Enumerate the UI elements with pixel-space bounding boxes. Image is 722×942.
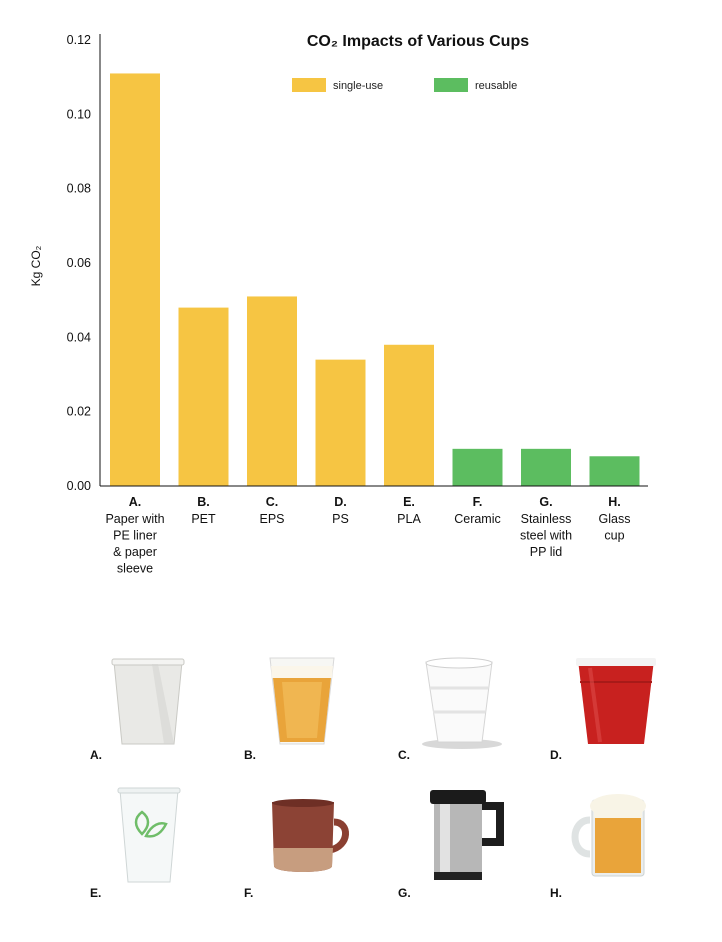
x-category-letter: C.	[266, 495, 279, 509]
legend-swatch	[292, 78, 326, 92]
y-tick-label: 0.08	[67, 182, 91, 196]
red-plastic-cup-icon	[566, 652, 666, 752]
x-category-label: sleeve	[117, 562, 153, 576]
x-category-label: EPS	[259, 512, 284, 526]
bar	[178, 307, 229, 486]
photo-label-g: G.	[398, 886, 411, 900]
x-category-letter: A.	[129, 495, 142, 509]
photo-label-f: F.	[244, 886, 254, 900]
bar	[110, 73, 160, 486]
photo-label-b: B.	[244, 748, 256, 762]
y-tick-label: 0.06	[67, 256, 91, 270]
x-axis-labels: A. Paper with PE liner & paper sleeve B. PET C.…	[105, 495, 630, 576]
photo-label-c: C.	[398, 748, 410, 762]
x-category-label: PE liner	[113, 529, 157, 543]
x-category-label: Stainless	[521, 512, 572, 526]
bar	[315, 359, 366, 486]
steel-travel-mug-icon	[408, 786, 508, 886]
bar	[247, 296, 297, 486]
x-category-letter: H.	[608, 495, 621, 509]
glass-beer-mug-icon	[566, 786, 666, 886]
x-category-letter: E.	[403, 495, 415, 509]
chart-legend: single-use reusable	[292, 78, 517, 92]
y-axis-label: Kg CO₂	[29, 245, 43, 286]
x-category-label: steel with	[520, 529, 572, 543]
x-category-letter: B.	[197, 495, 210, 509]
foam-cup-icon	[408, 652, 508, 752]
x-category-label: PP lid	[530, 545, 562, 559]
x-category-label: Paper with	[105, 512, 164, 526]
bar	[384, 344, 434, 486]
bar	[589, 456, 640, 486]
bars	[110, 73, 640, 486]
photo-label-a: A.	[90, 748, 102, 762]
bar	[521, 448, 571, 486]
legend-label: reusable	[475, 80, 517, 92]
x-category-label: PET	[191, 512, 216, 526]
x-category-letter: F.	[473, 495, 483, 509]
ceramic-mug-icon	[252, 786, 352, 886]
y-tick-label: 0.00	[67, 479, 91, 493]
bar	[452, 448, 503, 486]
y-tick-label: 0.12	[67, 33, 91, 47]
x-category-label: PS	[332, 512, 349, 526]
x-category-label: PLA	[397, 512, 421, 526]
pla-clear-cup-icon	[98, 786, 198, 886]
photo-label-h: H.	[550, 886, 562, 900]
y-tick-label: 0.04	[67, 330, 91, 344]
x-category-label: Glass	[599, 512, 631, 526]
x-category-label: & paper	[113, 545, 157, 559]
legend-swatch	[434, 78, 468, 92]
co2-bar-chart: CO₂ Impacts of Various Cups single-use re…	[29, 33, 648, 576]
photo-label-d: D.	[550, 748, 562, 762]
x-category-label: Ceramic	[454, 512, 501, 526]
x-category-letter: G.	[539, 495, 552, 509]
paper-cup-icon	[98, 652, 198, 752]
y-tick-label: 0.02	[67, 405, 91, 419]
legend-label: single-use	[333, 80, 383, 92]
y-axis-ticks: 0.00 0.02 0.04 0.06 0.08 0.10 0.12	[67, 33, 91, 493]
chart-title: CO₂ Impacts of Various Cups	[307, 33, 529, 50]
photo-label-e: E.	[90, 886, 102, 900]
pet-beer-cup-icon	[252, 652, 352, 752]
x-category-label: cup	[604, 529, 624, 543]
x-category-letter: D.	[334, 495, 347, 509]
y-tick-label: 0.10	[67, 107, 91, 121]
